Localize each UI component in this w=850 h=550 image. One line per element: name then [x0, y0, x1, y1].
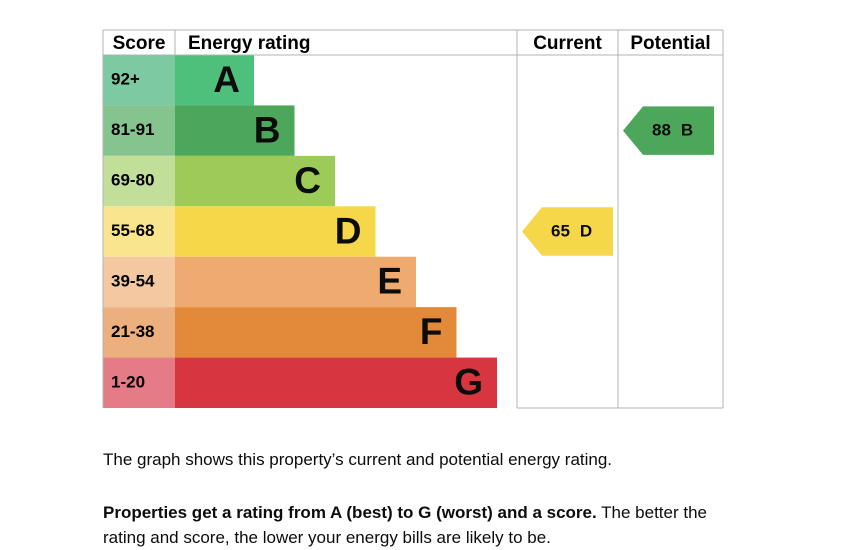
score-cell	[103, 155, 175, 207]
current-arrow	[522, 207, 613, 256]
rating-bar	[175, 105, 295, 156]
score-label: 39-54	[111, 271, 155, 290]
text: The better the rating and score, the low…	[103, 503, 707, 547]
rating-bar	[175, 206, 376, 257]
score-label: 55-68	[111, 221, 154, 240]
header-label: Energy rating	[188, 33, 310, 54]
score-cell	[103, 307, 175, 358]
rating-letter: D	[335, 210, 362, 251]
score-label: 1-20	[111, 372, 145, 391]
score-cell	[103, 55, 175, 106]
current-band: D	[580, 222, 592, 241]
paragraph: The graph shows this property’s current …	[103, 450, 613, 469]
potential-label: 88 B	[652, 121, 693, 140]
potential-band: B	[681, 121, 693, 140]
potential-arrow	[623, 106, 714, 155]
paragraph: Properties get a rating from A (best) to…	[103, 500, 743, 550]
score-label: 69-80	[111, 171, 154, 190]
rating-bar	[175, 256, 416, 308]
header-label: Current	[533, 33, 602, 54]
bold-text: Properties get a rating from A (best) to…	[103, 503, 597, 522]
score-label: 81-91	[111, 120, 154, 139]
header-label: Potential	[630, 33, 710, 54]
score-cell	[103, 357, 175, 409]
current-label: 65 D	[551, 222, 592, 241]
score-label: 92+	[111, 70, 140, 89]
score-cell	[103, 256, 175, 308]
rating-letter: A	[213, 59, 240, 100]
rating-bar	[175, 55, 254, 106]
rating-bar	[175, 155, 335, 207]
score-cell	[103, 105, 175, 156]
epc-chart: Score Energy rating Current Potential 92+ A 81…	[102, 29, 724, 409]
rating-letter: C	[294, 160, 321, 201]
score-label: 21-38	[111, 322, 154, 341]
rating-bar	[175, 357, 497, 409]
current-score: 65	[551, 222, 570, 241]
header-label: Score	[113, 33, 166, 54]
potential-score: 88	[652, 121, 671, 140]
score-cell	[103, 206, 175, 257]
rating-letter: E	[377, 261, 402, 302]
rating-letter: F	[420, 311, 443, 352]
rating-letter: G	[454, 362, 483, 403]
rating-letter: B	[254, 109, 281, 150]
rating-bar	[175, 307, 457, 358]
